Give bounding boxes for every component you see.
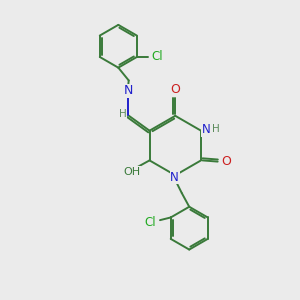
- Text: Cl: Cl: [152, 50, 164, 64]
- Text: H: H: [119, 109, 127, 119]
- Text: O: O: [170, 82, 180, 96]
- Text: N: N: [202, 123, 211, 136]
- Text: H: H: [212, 124, 220, 134]
- Text: N: N: [170, 170, 179, 184]
- Text: Cl: Cl: [145, 216, 156, 229]
- Text: OH: OH: [123, 167, 141, 177]
- Text: N: N: [124, 84, 134, 98]
- Text: O: O: [222, 155, 232, 168]
